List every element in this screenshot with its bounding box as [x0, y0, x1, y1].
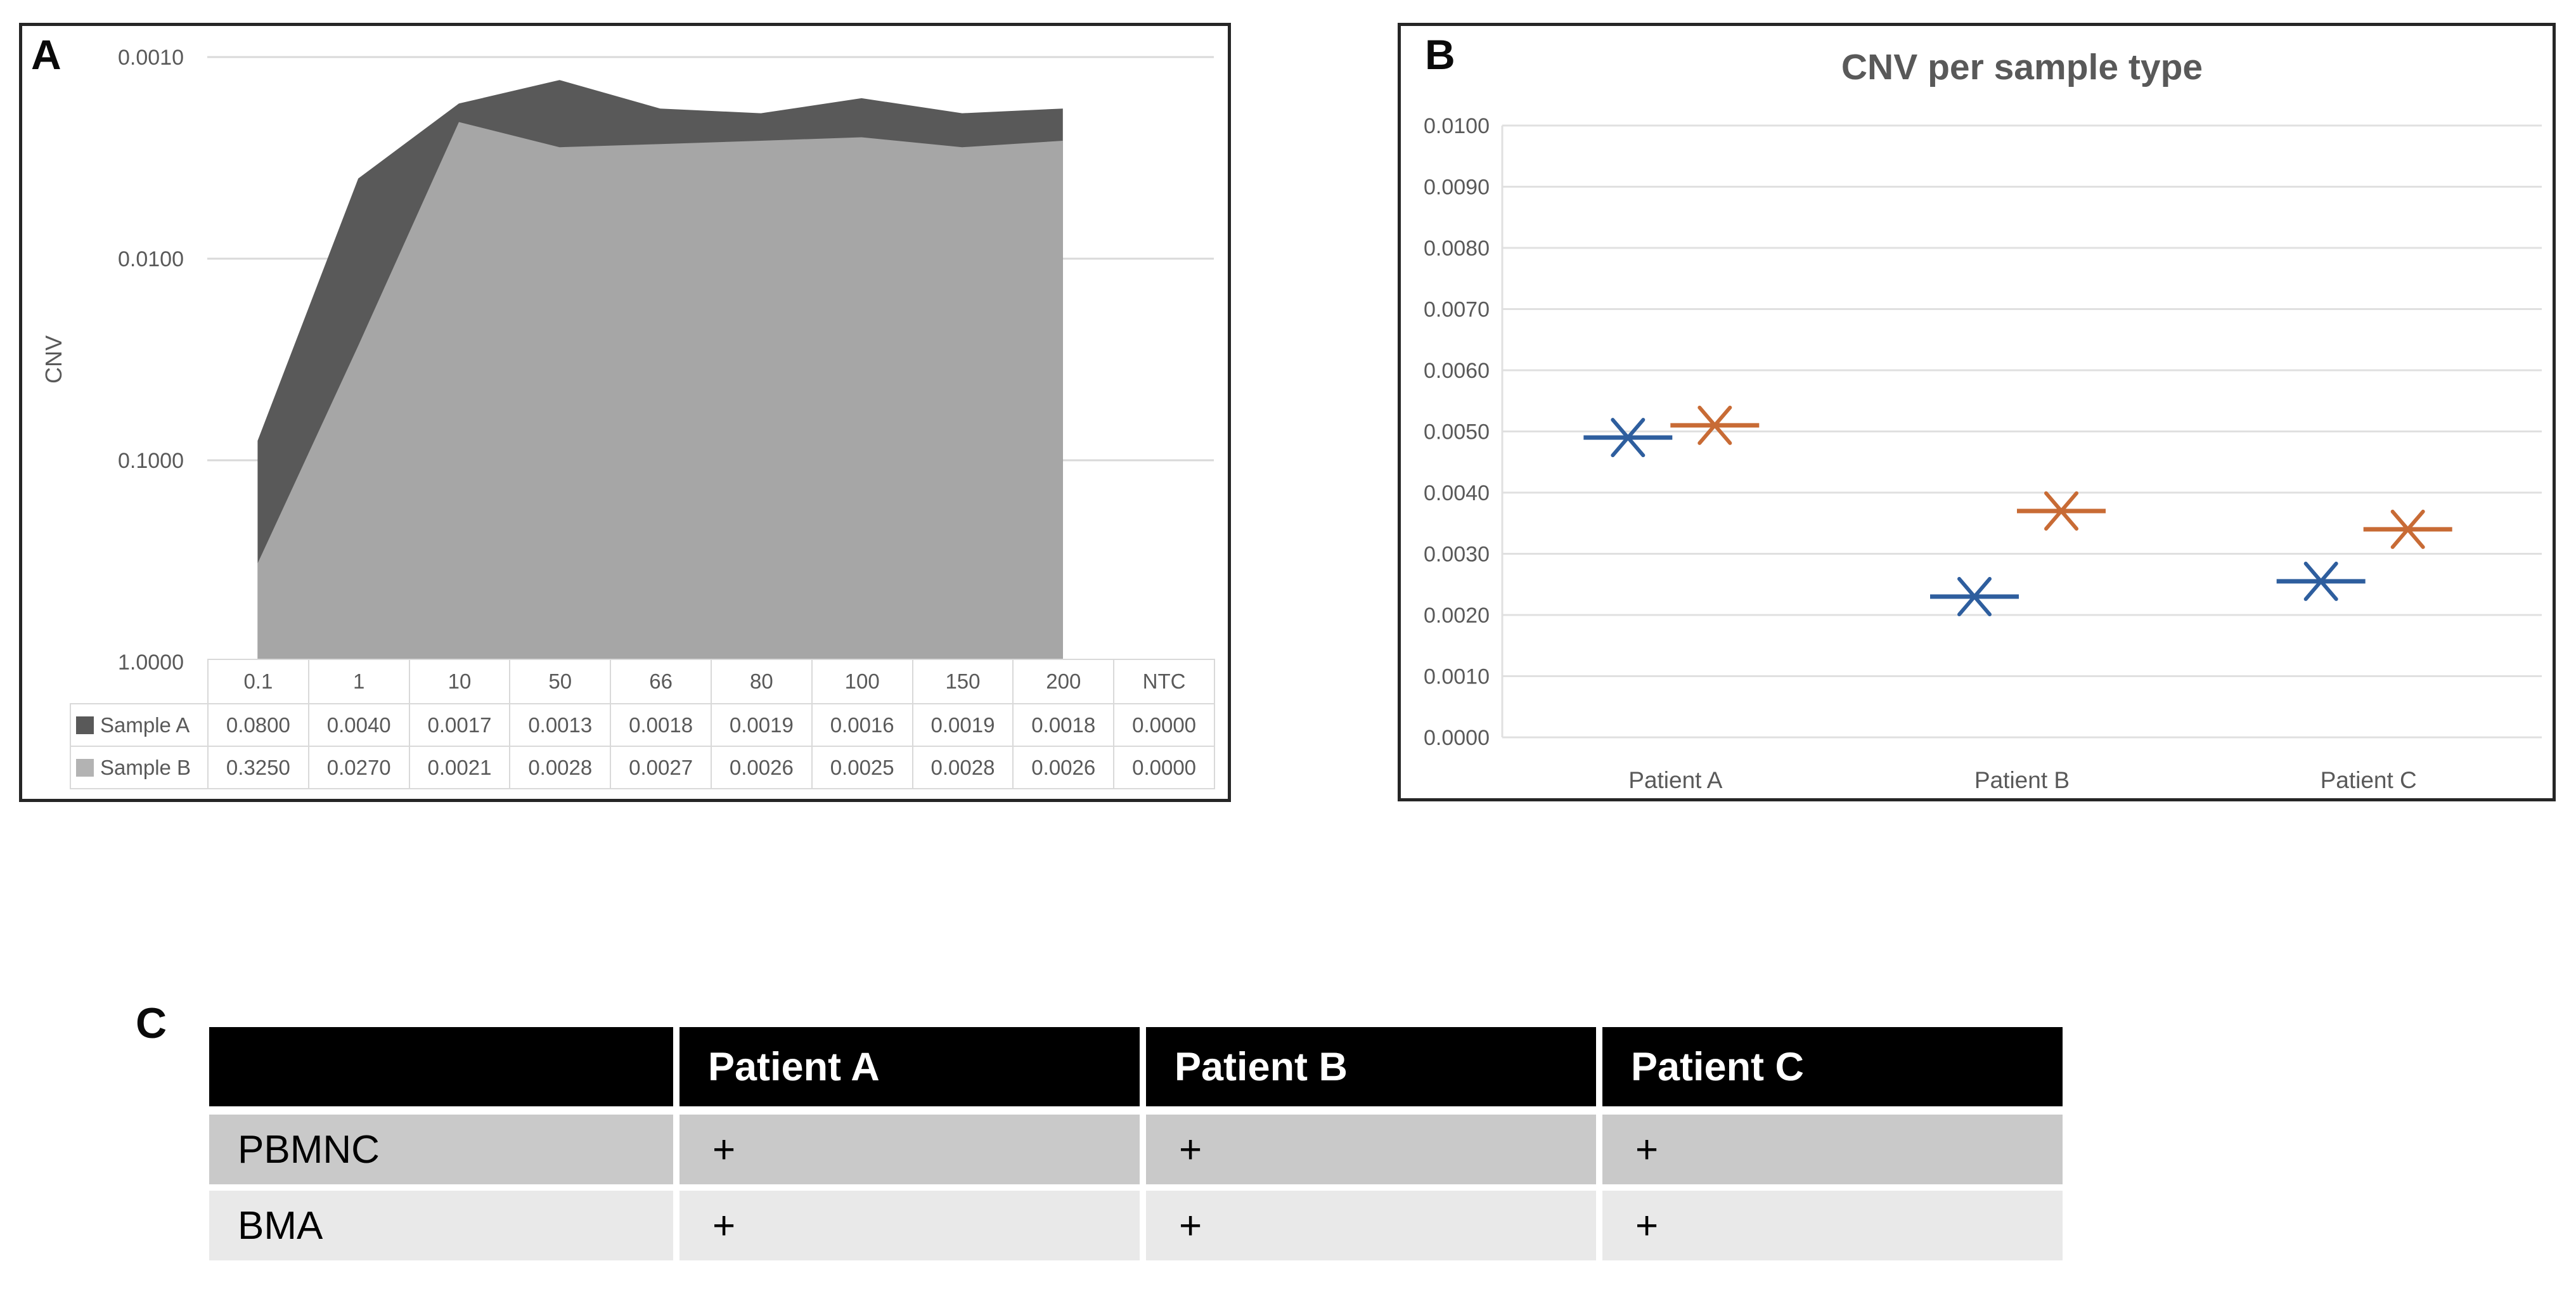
y-tick-label: 0.0010	[1424, 665, 1490, 689]
marker-x-stroke	[1611, 418, 1645, 458]
panel-c-label: C	[136, 999, 167, 1047]
y-tick-label: 0.1000	[118, 449, 184, 473]
table-row-sample-b: Sample B 0.3250 0.0270 0.0021 0.0028 0.0027 0.…	[70, 746, 1215, 789]
y-tick-label: 0.0020	[1424, 604, 1490, 628]
value-cell: 0.0270	[307, 746, 410, 789]
marker-x-stroke	[2303, 561, 2338, 601]
y-tick-label: 0.0080	[1424, 236, 1490, 261]
y-tick-label: 0.0090	[1424, 176, 1490, 200]
x-category-label: 80	[710, 659, 813, 704]
result-table-header-row: Patient A Patient B Patient C	[209, 1027, 2063, 1106]
marker-x-stroke	[1697, 405, 1732, 445]
value-cell: 0.0026	[1012, 746, 1115, 789]
legend-cell: Sample A	[70, 703, 209, 747]
y-tick-label: 0.0050	[1424, 420, 1490, 444]
marker-blue-patient-b	[1930, 577, 2019, 617]
legend-cell: Sample B	[70, 746, 209, 789]
value-cell: 0.0000	[1113, 703, 1215, 747]
header-cell-patient-b: Patient B	[1146, 1027, 1596, 1106]
table-row-sample-a: Sample A 0.0800 0.0040 0.0017 0.0013 0.0018 0.…	[70, 703, 1215, 747]
panel-b-label: B	[1425, 31, 1455, 78]
value-cell: 0.0018	[1012, 703, 1115, 747]
x-category-label: 66	[610, 659, 712, 704]
panel-a-label: A	[31, 31, 61, 78]
value-cell: 0.0027	[610, 746, 712, 789]
x-category-label: Patient B	[1974, 767, 2070, 793]
x-category-label: Patient A	[1628, 767, 1722, 793]
area-chart-cnv: 0.0010 0.0100 0.1000 1.0000 CNV	[41, 46, 1214, 675]
legend-swatch-icon	[76, 758, 94, 777]
x-category-label: 100	[811, 659, 913, 704]
value-cell: 0.0000	[1113, 746, 1215, 789]
x-category-label: 200	[1012, 659, 1115, 704]
value-cell: 0.0013	[509, 703, 612, 747]
marker-x-stroke	[2390, 509, 2425, 549]
value-cell: 0.0026	[710, 746, 813, 789]
marker-x-stroke	[1957, 577, 1992, 617]
y-tick-label: 0.0060	[1424, 359, 1490, 383]
y-tick-label: 0.0070	[1424, 298, 1490, 322]
y-tick-label: 0.0000	[1424, 726, 1490, 750]
value-cell: 0.0019	[911, 703, 1014, 747]
x-category-label: Patient C	[2321, 767, 2417, 793]
value-cell: 0.0021	[408, 746, 511, 789]
row-label-pbmnc: PBMNC	[209, 1115, 673, 1184]
marker-orange-patient-a	[1670, 405, 1760, 445]
result-table: Patient A Patient B Patient C PBMNC + + …	[209, 1027, 2063, 1260]
value-cell: 0.0028	[509, 746, 612, 789]
table-corner-cell	[70, 659, 208, 704]
y-tick-label: 0.0010	[118, 46, 184, 70]
y-tick-label: 0.0100	[1424, 114, 1490, 138]
x-category-label: 150	[911, 659, 1014, 704]
pbmnc-patient-c-value: +	[1602, 1115, 2063, 1184]
bma-patient-b-value: +	[1146, 1191, 1596, 1260]
header-cell-patient-c: Patient C	[1602, 1027, 2063, 1106]
y-tick-label: 0.0030	[1424, 543, 1490, 567]
y-tick-label: 0.0040	[1424, 481, 1490, 505]
panel-a: A 0.0010 0.0100 0.1000 1.0000 CNV 0.1 1 10 50 66…	[19, 23, 1231, 802]
area-series-sample-b	[257, 122, 1063, 662]
bma-patient-a-value: +	[679, 1191, 1140, 1260]
marker-orange-patient-b	[2017, 491, 2106, 531]
value-cell: 0.3250	[207, 746, 309, 789]
value-cell: 0.0017	[408, 703, 511, 747]
scatter-chart-cnv-per-sample-type: 0.0000 0.0010 0.0020 0.0030 0.0040 0.0050 0.00…	[1424, 114, 2542, 793]
table-row-pbmnc: PBMNC + + +	[209, 1115, 2063, 1184]
value-cell: 0.0018	[610, 703, 712, 747]
pbmnc-patient-a-value: +	[679, 1115, 1140, 1184]
x-category-row: 0.1 1 10 50 66 80 100 150 200 NTC	[70, 659, 1215, 704]
marker-orange-patient-c	[2363, 509, 2452, 549]
bma-patient-c-value: +	[1602, 1191, 2063, 1260]
marker-blue-patient-c	[2276, 561, 2366, 601]
area-chart-data-table: 0.1 1 10 50 66 80 100 150 200 NTC Sample A 0.0800 0.…	[70, 659, 1215, 789]
x-category-label: 0.1	[207, 659, 309, 704]
x-category-label: 1	[307, 659, 410, 704]
value-cell: 0.0019	[710, 703, 813, 747]
header-cell-patient-a: Patient A	[679, 1027, 1140, 1106]
marker-x-stroke	[2044, 491, 2078, 531]
value-cell: 0.0016	[811, 703, 913, 747]
chart-title: CNV per sample type	[1841, 47, 2203, 87]
table-row-bma: BMA + + +	[209, 1191, 2063, 1260]
value-cell: 0.0028	[911, 746, 1014, 789]
x-category-label: 50	[509, 659, 612, 704]
marker-blue-patient-a	[1583, 418, 1673, 458]
y-axis-title: CNV	[41, 335, 67, 384]
y-tick-label: 1.0000	[118, 650, 184, 675]
panel-b: B CNV per sample type 0.0000 0.0010 0.0020…	[1398, 23, 2556, 801]
x-category-label: 10	[408, 659, 511, 704]
header-cell-empty	[209, 1027, 673, 1106]
value-cell: 0.0025	[811, 746, 913, 789]
row-label-bma: BMA	[209, 1191, 673, 1260]
y-tick-label: 0.0100	[118, 247, 184, 271]
x-category-label: NTC	[1113, 659, 1215, 704]
value-cell: 0.0800	[207, 703, 309, 747]
value-cell: 0.0040	[307, 703, 410, 747]
pbmnc-patient-b-value: +	[1146, 1115, 1596, 1184]
legend-swatch-icon	[76, 716, 94, 734]
